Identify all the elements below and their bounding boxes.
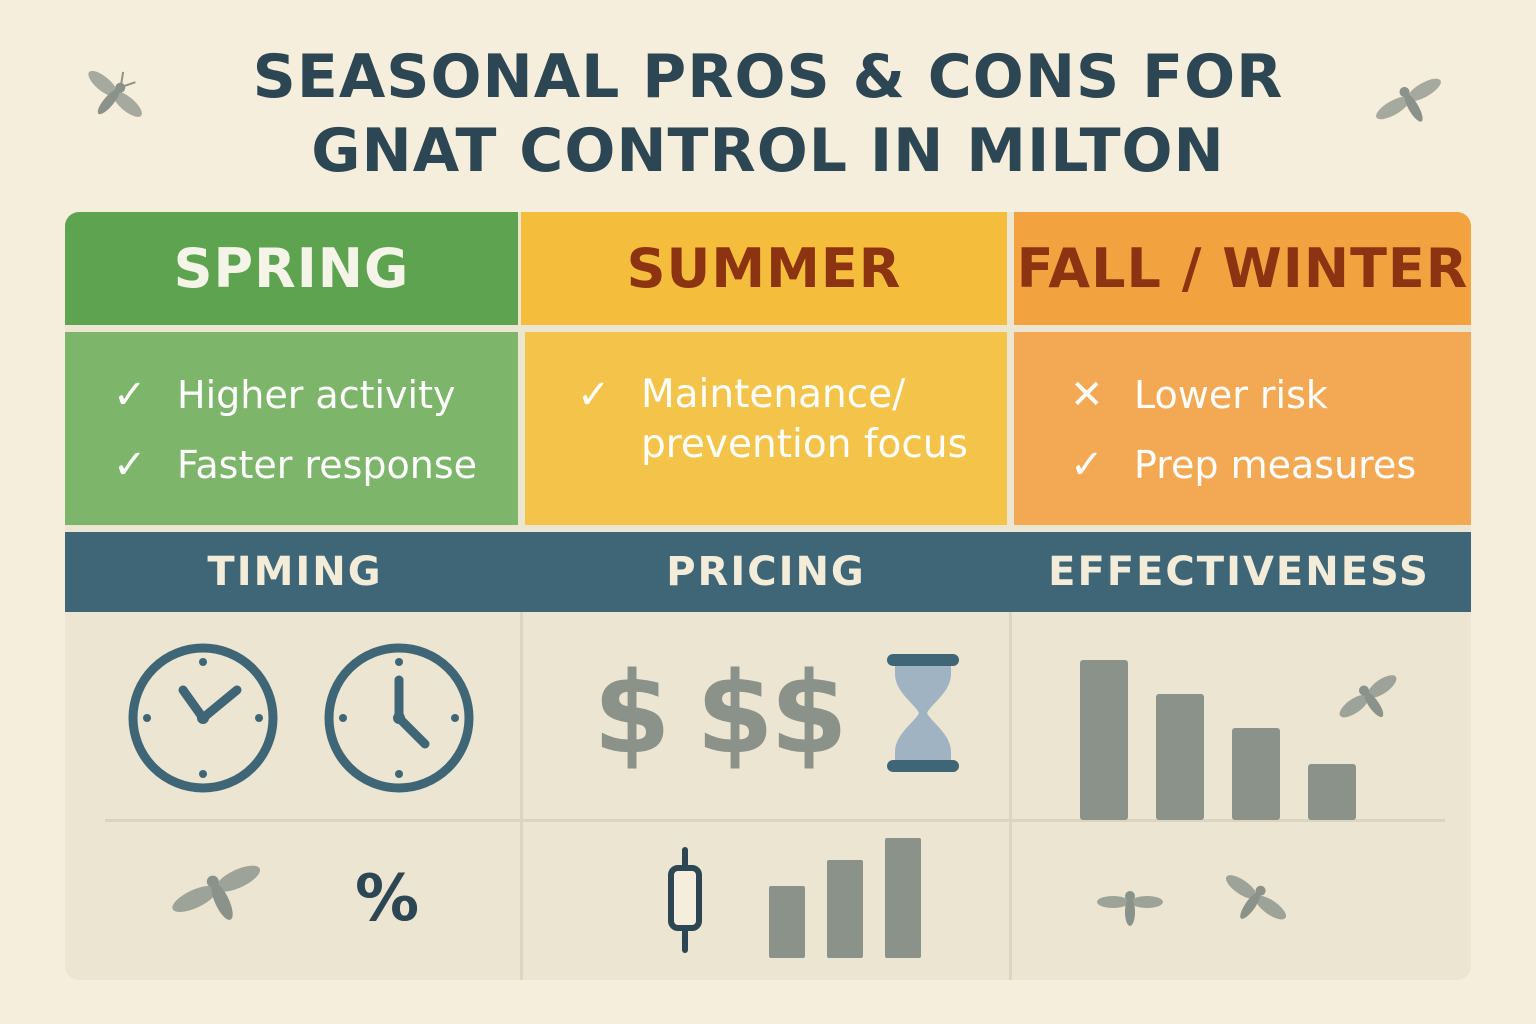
dollar-glyph: $ [770,649,848,779]
category-pricing: PRICING [666,549,866,595]
bar-chart-icon [769,838,921,958]
item-text: Faster response [177,443,478,487]
season-header-spring: SPRING [65,212,518,325]
list-item: ✓ Maintenance/ prevention focus [577,370,1007,470]
list-item: ✓ Prep measures [1070,440,1471,490]
x-mark-icon: ✕ [1070,372,1104,418]
season-name-fall-winter: FALL / WINTER [1016,237,1469,300]
list-item: ✓ Higher activity [113,370,518,420]
title-line-2: GNAT CONTROL IN MILTON [311,116,1225,186]
divider [520,612,523,980]
gnat-icon [88,70,142,117]
checkmark-icon: ✓ [577,372,611,418]
season-name-spring: SPRING [173,237,410,300]
item-text: Lower risk [1134,373,1328,417]
dollar-icon: $ [593,649,671,779]
dollar-glyph: $ [593,649,671,779]
page-title: SEASONAL PROS & CONS FOR GNAT CONTROL IN… [0,40,1536,188]
season-body-summer: ✓ Maintenance/ prevention focus [525,332,1007,525]
category-timing: TIMING [207,549,383,595]
season-header-fall-winter: FALL / WINTER [1014,212,1471,325]
divider [105,819,1445,822]
checkmark-icon: ✓ [113,372,147,418]
gnat-icon [1376,78,1441,122]
hourglass-icon [887,654,959,772]
checkmark-icon: ✓ [1070,442,1104,488]
item-text: Higher activity [177,373,456,417]
list-item: ✕ Lower risk [1070,370,1471,420]
comparison-panel: SPRING SUMMER FALL / WINTER ✓ Higher act… [65,212,1471,980]
title-line-1: SEASONAL PROS & CONS FOR [252,42,1284,112]
divider [1009,612,1012,980]
season-header-summer: SUMMER [521,212,1007,325]
gnat-icon [172,865,261,920]
gnat-icon [1339,675,1397,718]
gnat-icon [1097,891,1163,926]
season-body-fall-winter: ✕ Lower risk ✓ Prep measures [1014,332,1471,525]
clock-icon [128,643,278,793]
clock-icon [324,643,474,793]
item-text: Maintenance/ prevention focus [641,372,968,467]
candlestick-icon [668,847,702,953]
dollar-glyph: $ [696,649,774,779]
checkmark-icon: ✓ [113,442,147,488]
season-name-summer: SUMMER [626,237,902,300]
dollar-icon: $ [696,649,774,779]
item-text: Prep measures [1134,443,1417,487]
gnat-icon [1225,875,1287,920]
bar-chart-icon [1080,660,1356,820]
season-body-spring: ✓ Higher activity ✓ Faster response [65,332,518,525]
category-bar: TIMING PRICING EFFECTIVENESS [65,532,1471,612]
list-item: ✓ Faster response [113,440,518,490]
category-effectiveness: EFFECTIVENESS [1048,549,1430,595]
dollar-icon: $ [770,649,848,779]
percent-icon: % [355,862,420,936]
